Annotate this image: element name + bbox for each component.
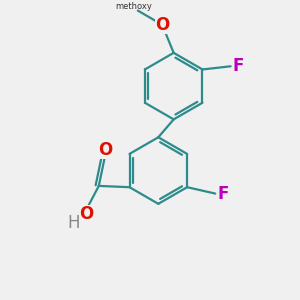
Text: O: O — [79, 205, 93, 223]
Text: F: F — [217, 184, 229, 202]
Text: O: O — [98, 141, 112, 159]
Text: methoxy: methoxy — [116, 2, 152, 11]
Text: H: H — [67, 214, 80, 232]
Text: F: F — [232, 57, 244, 75]
Text: O: O — [155, 16, 169, 34]
